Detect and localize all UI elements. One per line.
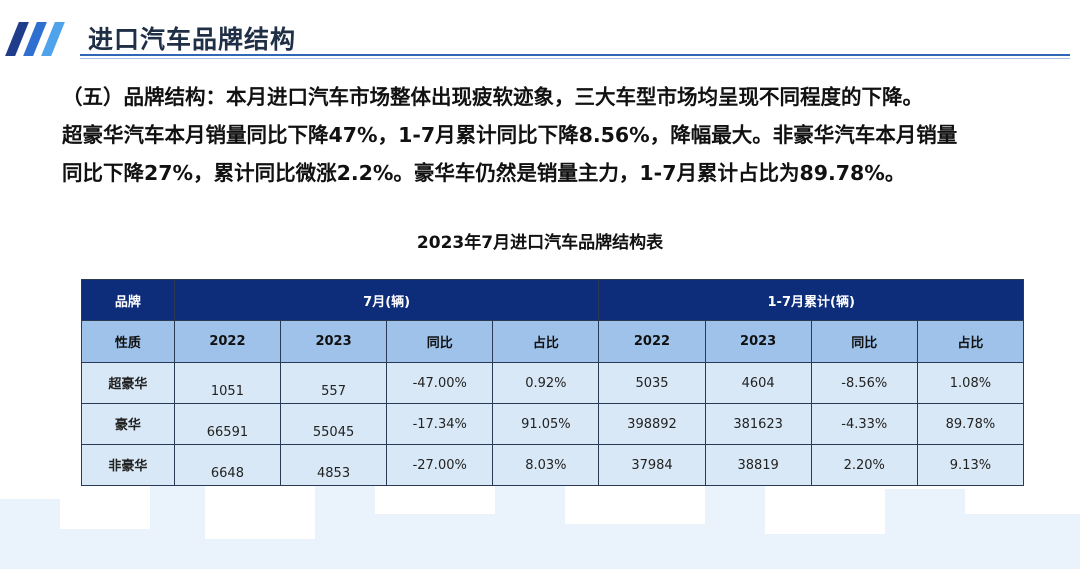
- paragraph-line-1: （五）品牌结构：本月进口汽车市场整体出现疲软迹象，三大车型市场均呈现不同程度的下…: [62, 85, 923, 109]
- table-header-row-1: 品牌 7月(辆) 1-7月累计(辆): [81, 279, 1024, 321]
- table-cell: 557: [279, 362, 388, 404]
- header-col: 2023: [279, 320, 388, 363]
- table-cell: 4604: [704, 362, 812, 404]
- slide-header: 进口汽车品牌结构: [0, 0, 1080, 62]
- table-cell: 38819: [704, 444, 812, 486]
- header-divider-thin: [80, 58, 1070, 59]
- table-cell: -17.34%: [386, 403, 494, 445]
- table-cell: 381623: [704, 403, 812, 445]
- table-cell: 2.20%: [810, 444, 918, 486]
- brand-structure-table: 品牌 7月(辆) 1-7月累计(辆) 性质 2022 2023 同比 占比 20…: [81, 279, 1025, 486]
- page-title: 进口汽车品牌结构: [88, 25, 297, 54]
- table-cell: -47.00%: [386, 362, 494, 404]
- header-nature: 性质: [81, 320, 175, 363]
- table-cell: 6648: [173, 444, 282, 486]
- background-skyline: [0, 459, 1080, 569]
- table-cell: 55045: [279, 403, 388, 445]
- header-col: 同比: [810, 320, 918, 363]
- table-cell: 1051: [173, 362, 282, 404]
- row-label: 非豪华: [81, 444, 175, 486]
- table-cell: 4853: [279, 444, 388, 486]
- table-row: 超豪华 1051 557 -47.00% 0.92% 5035 4604 -8.…: [81, 362, 1025, 404]
- header-stripes-icon: [5, 22, 68, 56]
- header-divider: [80, 54, 1070, 56]
- table-cell: 5035: [598, 362, 706, 404]
- table-header-row-2: 性质 2022 2023 同比 占比 2022 2023 同比 占比: [81, 320, 1025, 363]
- table-cell: -8.56%: [810, 362, 918, 404]
- table-cell: 66591: [173, 403, 282, 445]
- table-cell: 8.03%: [492, 444, 600, 486]
- header-col: 占比: [492, 320, 600, 363]
- table-cell: 9.13%: [916, 444, 1025, 486]
- header-col: 2022: [173, 320, 282, 363]
- table-cell: -27.00%: [386, 444, 494, 486]
- table-cell: 398892: [598, 403, 706, 445]
- table-cell: 91.05%: [492, 403, 600, 445]
- row-label: 超豪华: [81, 362, 175, 404]
- header-col: 2022: [598, 320, 706, 363]
- header-brand: 品牌: [81, 279, 175, 321]
- header-col: 占比: [916, 320, 1025, 363]
- header-col: 2023: [704, 320, 812, 363]
- paragraph-line-3: 同比下降27%，累计同比微涨2.2%。豪华车仍然是销量主力，1-7月累计占比为8…: [62, 161, 906, 185]
- header-cumulative: 1-7月累计(辆): [598, 279, 1024, 321]
- table-cell: 37984: [598, 444, 706, 486]
- table-title: 2023年7月进口汽车品牌结构表: [416, 233, 664, 253]
- table-row: 非豪华 6648 4853 -27.00% 8.03% 37984 38819 …: [81, 444, 1025, 486]
- table-row: 豪华 66591 55045 -17.34% 91.05% 398892 381…: [81, 403, 1025, 445]
- table-cell: 1.08%: [916, 362, 1025, 404]
- table-cell: 89.78%: [916, 403, 1025, 445]
- table-cell: -4.33%: [810, 403, 918, 445]
- summary-paragraph: （五）品牌结构：本月进口汽车市场整体出现疲软迹象，三大车型市场均呈现不同程度的下…: [62, 78, 1052, 192]
- table-cell: 0.92%: [492, 362, 600, 404]
- paragraph-line-2: 超豪华汽车本月销量同比下降47%，1-7月累计同比下降8.56%，降幅最大。非豪…: [62, 123, 958, 147]
- header-month: 7月(辆): [173, 279, 600, 321]
- row-label: 豪华: [81, 403, 175, 445]
- header-col: 同比: [386, 320, 494, 363]
